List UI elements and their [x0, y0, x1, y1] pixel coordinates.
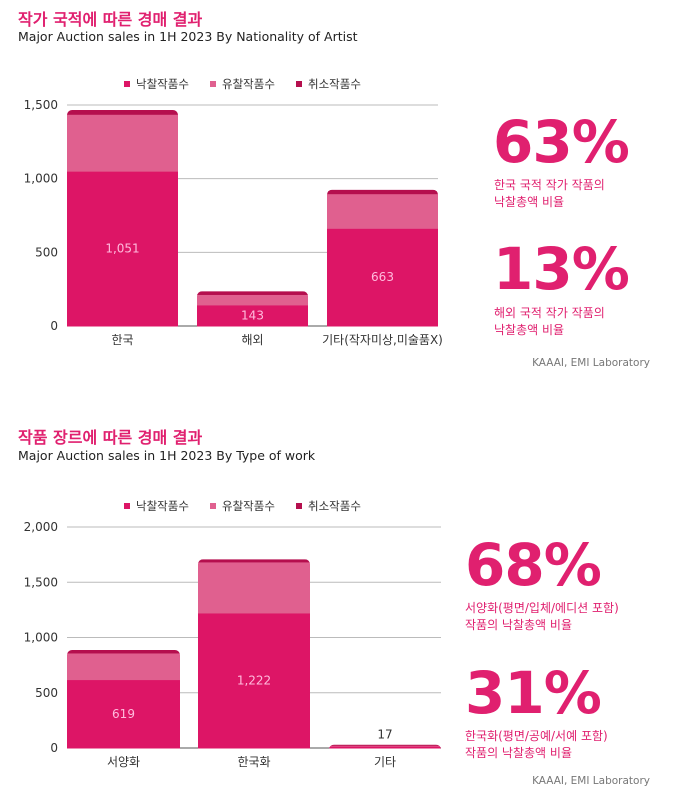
y-tick-label: 0	[50, 319, 58, 333]
desc-line: 한국화(평면/공예/서예 포함)	[465, 729, 608, 743]
stat-overseas-value: 13%	[493, 235, 630, 303]
x-category-label: 기타(작자미상,미술품X)	[322, 333, 443, 347]
bar-sold	[327, 228, 438, 327]
desc-line: 낙찰총액 비율	[494, 195, 565, 209]
chart2-svg: 낙찰작품수 유찰작품수 취소작품수 0 500 1,000 1,500 2,000 619 서양화…	[24, 499, 441, 769]
legend-label: 취소작품수	[308, 77, 361, 91]
data-label: 663	[371, 270, 394, 284]
bar-sold	[67, 679, 180, 749]
x-category-label: 해외	[241, 333, 263, 347]
legend-label: 취소작품수	[308, 499, 361, 513]
y-tick-label: 1,000	[24, 631, 58, 645]
bar-sold	[197, 304, 308, 327]
bar-cancelled	[198, 559, 310, 563]
desc-line: 해외 국적 작가 작품의	[494, 306, 605, 320]
source-2: KAAAI, EMI Laboratory	[532, 775, 650, 787]
legend-label: 낙찰작품수	[136, 77, 189, 91]
legend-label: 유찰작품수	[222, 499, 275, 513]
bar-unsold	[329, 745, 441, 747]
desc-line: 작품의 낙찰총액 비율	[465, 618, 572, 632]
stat-korea-value: 63%	[493, 108, 630, 176]
y-tick-label: 1,500	[24, 575, 58, 589]
y-tick-label: 500	[35, 686, 58, 700]
bar-cancelled	[329, 744, 441, 746]
y-tick-label: 1,000	[24, 172, 58, 186]
legend-swatch-2	[296, 81, 302, 87]
chart1-svg: 낙찰작품수 유찰작품수 취소작품수 0 500 1,000 1,500 1,051 한국 143 해…	[24, 77, 443, 347]
bar-unsold	[327, 193, 438, 229]
desc-line: 한국 국적 작가 작품의	[494, 178, 605, 192]
chart1-subtitle: Major Auction sales in 1H 2023 By Nation…	[18, 29, 358, 44]
x-category-label: 한국	[111, 333, 133, 347]
legend-swatch-1	[210, 81, 216, 87]
legend-label: 유찰작품수	[222, 77, 275, 91]
x-category-label: 한국화	[237, 755, 270, 769]
bar-unsold	[197, 294, 308, 306]
stat-western-value: 68%	[465, 531, 602, 599]
bar-cancelled	[67, 649, 180, 654]
stat-korean-desc: 한국화(평면/공예/서예 포함) 작품의 낙찰총액 비율	[465, 728, 608, 762]
x-category-label: 서양화	[107, 755, 140, 769]
bar-sold	[329, 746, 441, 749]
data-label: 619	[112, 707, 135, 721]
data-label: 143	[241, 308, 264, 322]
legend-swatch-2	[296, 503, 302, 509]
desc-line: 서양화(평면/입체/에디션 포함)	[465, 601, 619, 615]
bar-sold	[67, 171, 178, 327]
bar-cancelled	[197, 291, 308, 295]
legend-swatch-0	[124, 503, 130, 509]
y-tick-label: 500	[35, 245, 58, 259]
desc-line: 낙찰총액 비율	[494, 323, 565, 337]
chart2-subtitle: Major Auction sales in 1H 2023 By Type o…	[18, 448, 316, 463]
desc-line: 작품의 낙찰총액 비율	[465, 746, 572, 760]
stat-western-desc: 서양화(평면/입체/에디션 포함) 작품의 낙찰총액 비율	[465, 600, 619, 634]
bar-cancelled	[67, 110, 178, 115]
data-label: 1,222	[237, 673, 271, 687]
stat-korean-value: 31%	[465, 659, 602, 727]
legend-swatch-1	[210, 503, 216, 509]
bar-unsold	[198, 561, 310, 614]
y-tick-label: 1,500	[24, 98, 58, 112]
bar-cancelled	[327, 189, 438, 195]
bar-unsold	[67, 652, 180, 681]
chart1-title: 작가 국적에 따른 경매 결과	[18, 10, 203, 29]
x-category-label: 기타	[374, 755, 396, 769]
data-label: 17	[377, 728, 392, 742]
data-label: 1,051	[105, 242, 139, 256]
legend-label: 낙찰작품수	[136, 499, 189, 513]
chart2-title: 작품 장르에 따른 경매 결과	[18, 428, 203, 447]
legend-swatch-0	[124, 81, 130, 87]
bar-sold	[198, 612, 310, 749]
y-tick-label: 0	[50, 741, 58, 755]
bar-unsold	[67, 114, 178, 172]
y-tick-label: 2,000	[24, 520, 58, 534]
source-1: KAAAI, EMI Laboratory	[532, 357, 650, 369]
